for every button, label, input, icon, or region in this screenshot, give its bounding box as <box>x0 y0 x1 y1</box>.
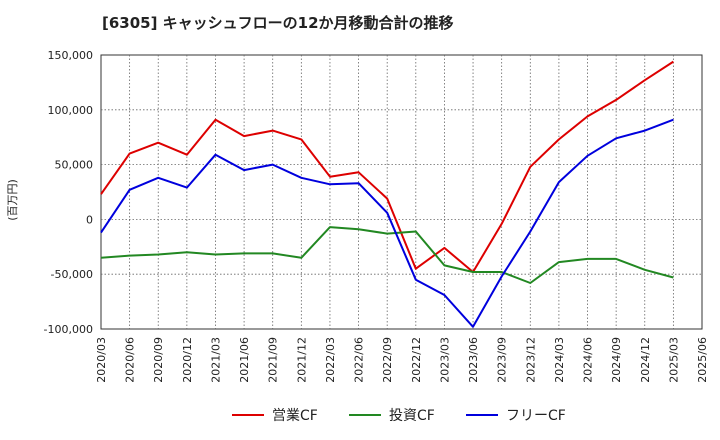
x-tick-label: 2020/06 <box>124 337 137 383</box>
x-tick-label: 2021/06 <box>238 337 251 383</box>
x-tick-label: 2024/03 <box>553 337 566 383</box>
y-axis-label: (百万円) <box>6 179 19 221</box>
x-tick-label: 2022/09 <box>381 337 394 383</box>
plot-frame <box>100 54 703 330</box>
legend-label-2: 投資CF <box>389 408 435 424</box>
y-tick-label: -100,000 <box>44 323 93 336</box>
x-tick-label: 2020/03 <box>95 337 108 383</box>
x-tick-label: 2024/12 <box>639 337 652 383</box>
y-tick-label: 0 <box>86 213 93 226</box>
x-tick-label: 2021/12 <box>295 337 308 383</box>
x-tick-label: 2020/12 <box>181 337 194 383</box>
y-tick-label: 100,000 <box>48 104 94 117</box>
x-tick-label: 2021/09 <box>267 337 280 383</box>
x-tick-label: 2025/06 <box>696 337 709 383</box>
x-tick-label: 2021/03 <box>209 337 222 383</box>
x-tick-label: 2022/12 <box>410 337 423 383</box>
x-tick-label: 2024/06 <box>582 337 595 383</box>
x-tick-label: 2024/09 <box>610 337 623 383</box>
x-tick-label: 2023/09 <box>496 337 509 383</box>
y-tick-label: 50,000 <box>55 159 94 172</box>
x-tick-label: 2025/03 <box>667 337 680 383</box>
legend-label-1: 営業CF <box>272 408 318 424</box>
x-tick-label: 2023/06 <box>467 337 480 383</box>
y-tick-label: 150,000 <box>48 49 94 62</box>
x-tick-label: 2023/12 <box>524 337 537 383</box>
series-line-2 <box>100 226 674 284</box>
series-line-1 <box>100 60 674 273</box>
x-tick-label: 2020/09 <box>152 337 165 383</box>
y-tick-label: -50,000 <box>51 268 93 281</box>
chart-title: [6305] キャッシュフローの12か月移動合計の推移 <box>102 14 454 32</box>
x-tick-label: 2023/03 <box>438 337 451 383</box>
series-line-3 <box>100 118 674 328</box>
legend-label-3: フリーCF <box>506 408 566 424</box>
x-tick-label: 2022/03 <box>324 337 337 383</box>
x-tick-label: 2022/06 <box>353 337 366 383</box>
